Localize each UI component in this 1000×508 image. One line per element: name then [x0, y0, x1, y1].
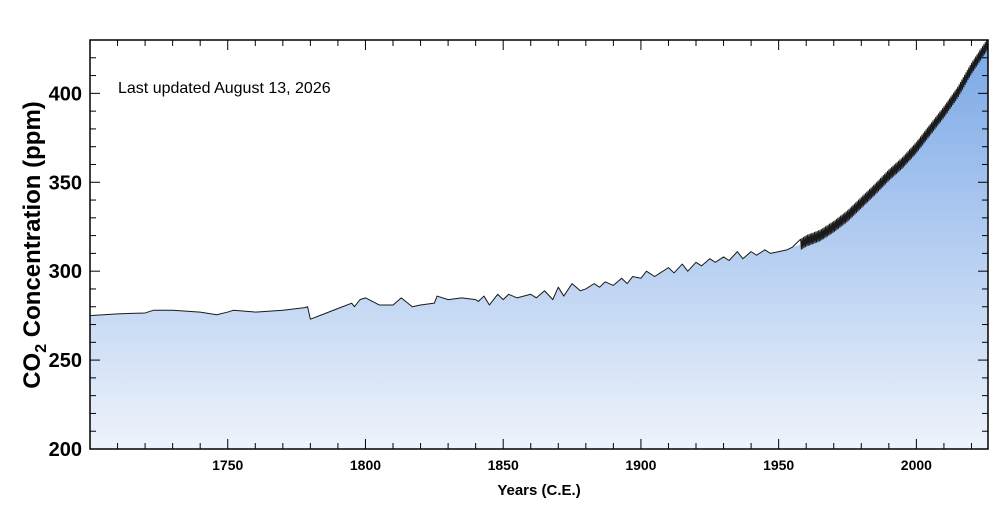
y-tick-label: 400 [49, 83, 82, 105]
y-axis-label-co: CO [19, 353, 46, 389]
series-area [90, 43, 988, 449]
x-tick-label: 1850 [488, 457, 519, 473]
x-tick-label: 1950 [763, 457, 794, 473]
y-axis-label: CO2 Concentration (ppm) [19, 101, 50, 389]
y-axis-label-rest: Concentration (ppm) [19, 101, 46, 344]
x-tick-label: 1900 [625, 457, 656, 473]
x-axis-label: Years (C.E.) [497, 482, 580, 499]
x-tick-label: 2000 [901, 457, 932, 473]
label-layer: 1750 1800 1850 1900 1950 2000 200 250 300 350 400 [49, 83, 933, 473]
x-tick-label: 1750 [212, 457, 243, 473]
line-layer [90, 40, 988, 320]
y-axis-label-subscript: 2 [33, 344, 50, 353]
y-tick-label: 200 [49, 439, 82, 461]
last-updated-annotation: Last updated August 13, 2026 [118, 80, 331, 97]
area-layer [90, 43, 988, 449]
y-tick-label: 300 [49, 261, 82, 283]
tick-layer [89, 39, 988, 450]
x-tick-label: 1800 [350, 457, 381, 473]
series-line [90, 40, 988, 320]
y-tick-label: 250 [49, 350, 82, 372]
y-tick-label: 350 [49, 172, 82, 194]
plot-frame [89, 39, 989, 450]
